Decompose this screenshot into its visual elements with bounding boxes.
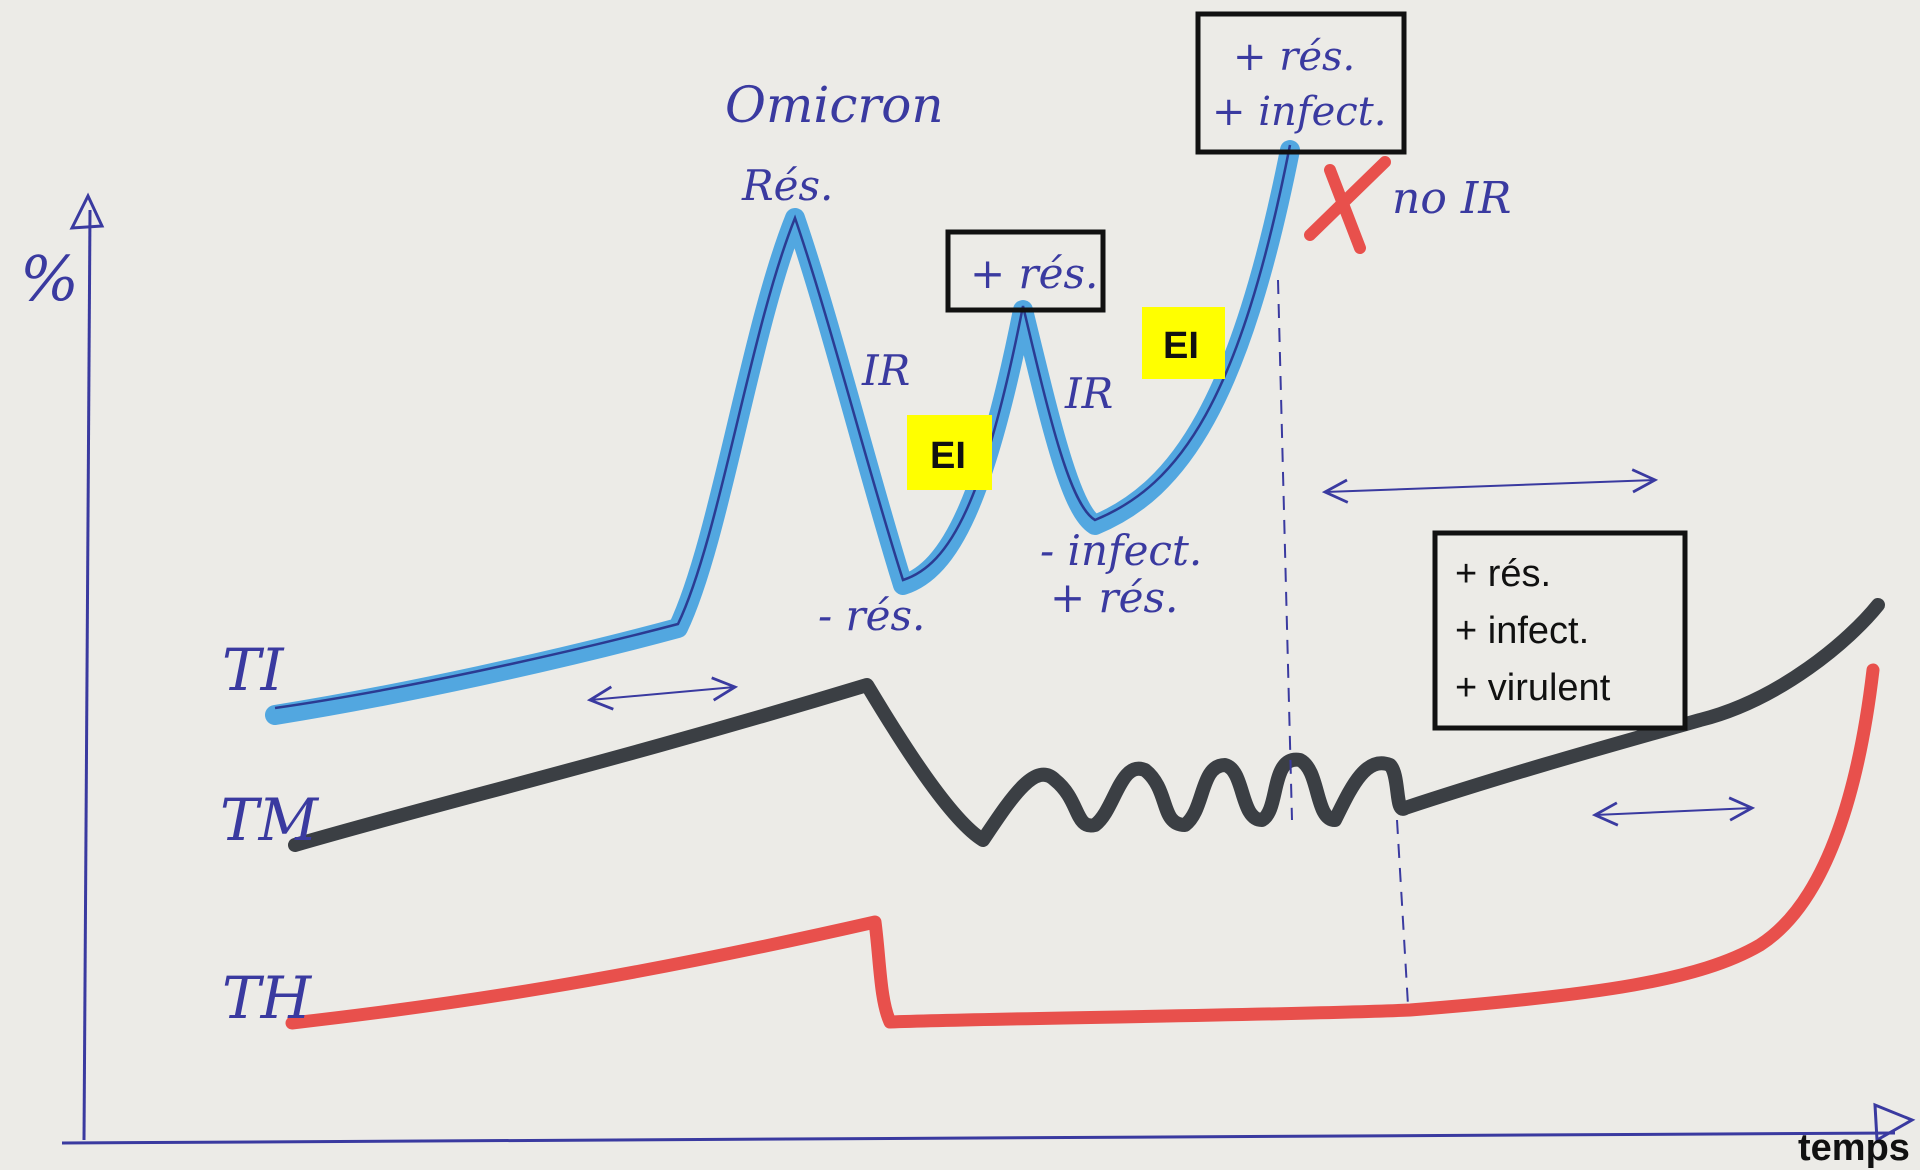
box-plus-res-infect-line1: + rés. [1233,34,1355,80]
summary-line-3: + virulent [1455,667,1611,709]
box-plus-res [945,229,1106,313]
y-axis-label: % [20,242,79,315]
curve-th [285,663,1880,1030]
double-arrow-icon [590,687,735,700]
box-plus-res-infect [1195,11,1407,155]
curve-label-tm: TM [220,786,320,854]
summary-line-1: + rés. [1455,553,1551,595]
annotation-minus-infect: - infect. [1040,526,1202,575]
box-plus-res-text: + rés. [970,249,1098,298]
dashed-marker-2 [1396,819,1409,1006]
curve-label-th: TH [222,964,313,1032]
x-axis-label: temps [1798,1127,1910,1169]
ei-label-1-bg [907,415,992,490]
double-arrow-icon [1595,808,1752,815]
curve-tm [288,598,1885,852]
ei-label-1: EI [930,435,966,477]
no-ir-cross-icon [1304,156,1391,254]
ei-label-2: EI [1163,325,1199,367]
y-axis [82,209,92,1141]
curve-ti-pen [274,144,1292,710]
annotation-minus-res: - rés. [818,591,925,640]
annotation-ir-1: IR [861,346,910,395]
annotation-omicron: Omicron [725,76,944,134]
annotation-res-peak: Rés. [741,161,833,210]
curve-ti-highlight [265,140,1300,725]
ei-label-2-bg [1142,307,1225,379]
curve-label-ti: TI [222,636,285,704]
annotation-no-ir: no IR [1392,173,1511,224]
summary-box [1432,530,1688,731]
dashed-marker-1 [1277,279,1293,821]
x-axis [61,1131,1896,1145]
y-axis-arrow-icon [69,192,105,230]
summary-line-2: + infect. [1455,610,1589,652]
annotation-ir-2: IR [1064,369,1113,418]
box-plus-res-infect-line2: + infect. [1212,89,1386,135]
annotation-plus-res: + rés. [1050,573,1178,622]
double-arrow-icon [1325,480,1655,492]
x-axis-arrow-icon [1873,1102,1916,1143]
